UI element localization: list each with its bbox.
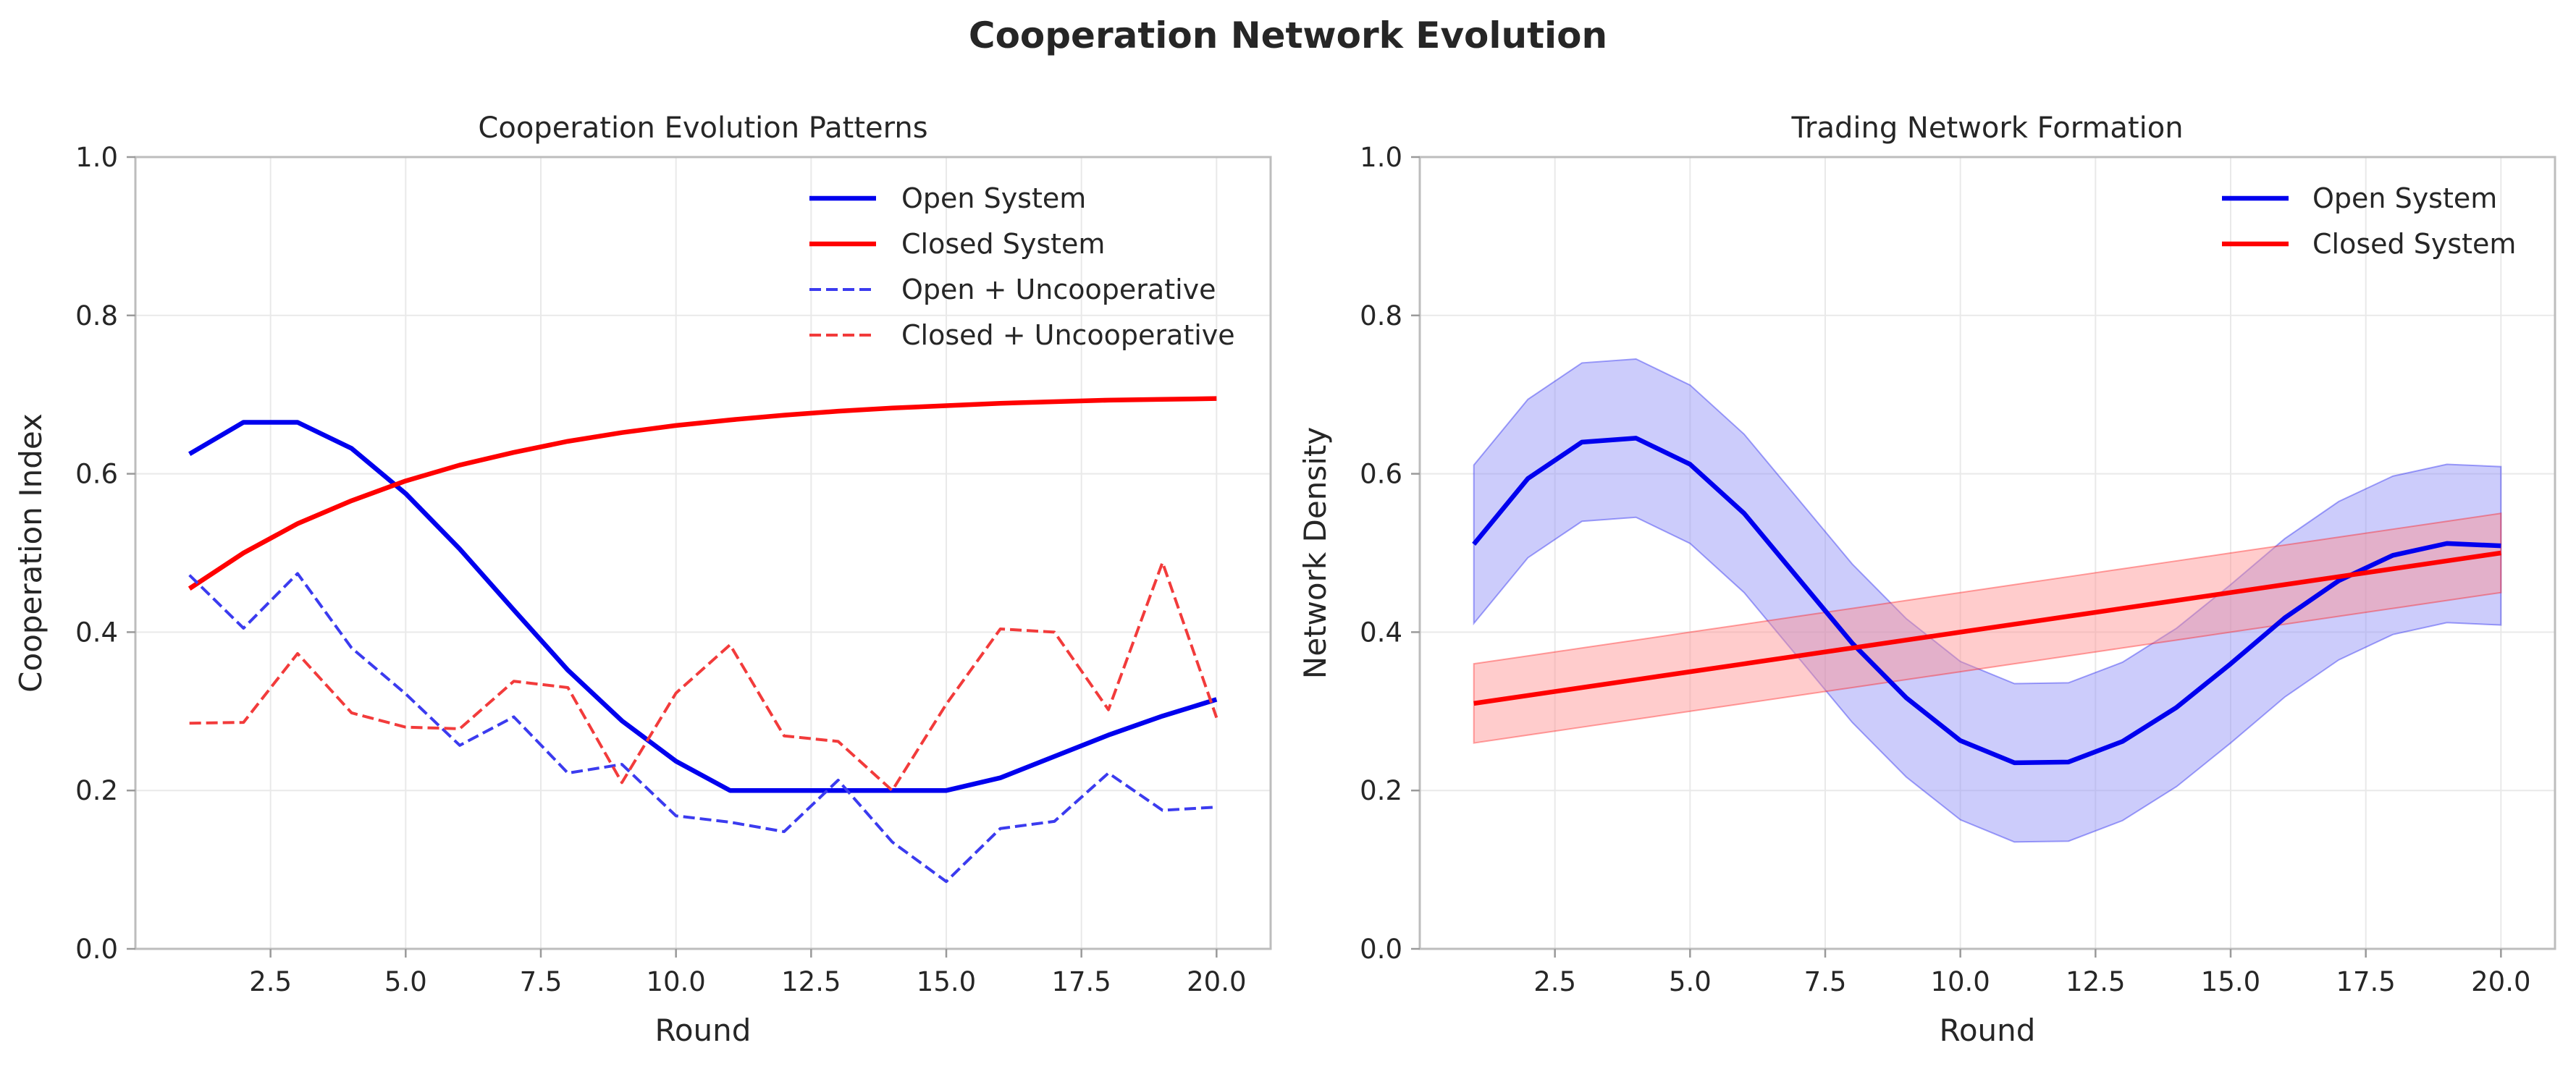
x-tick-label: 10.0 (1930, 966, 1990, 997)
series-line-open-system (1472, 436, 2501, 766)
y-tick-label: 1.0 (1360, 142, 1402, 173)
y-tick-label: 0.4 (75, 617, 118, 648)
y-tick-label: 0.0 (1360, 934, 1402, 965)
series-line-open-system (188, 420, 1218, 793)
y-tick-label: 0.4 (1360, 617, 1402, 648)
x-tick-label: 12.5 (781, 966, 841, 997)
legend-label-closed-system: Closed System (901, 228, 1105, 260)
figure-title: Cooperation Network Evolution (969, 14, 1607, 56)
legend-label-open-system: Open System (2312, 182, 2497, 214)
y-tick-label: 0.6 (75, 459, 118, 490)
x-tick-label: 12.5 (2066, 966, 2125, 997)
legend-label-closed-system: Closed System (2312, 228, 2516, 260)
cooperation-evolution-plot: 2.5 5.0 7.5 10.0 12.5 15.0 17.5 20.0 0.0 0.2 0.4 0.… (13, 111, 1272, 1048)
plot-frame (1418, 156, 2556, 950)
y-tick-label: 0.2 (75, 775, 118, 806)
legend-label-open-uncooperative: Open + Uncooperative (901, 274, 1216, 305)
y-tick-label: 0.0 (75, 934, 118, 965)
axes-title: Trading Network Formation (1790, 111, 2183, 145)
x-tick-label: 20.0 (2471, 966, 2530, 997)
series-line-closed-uncooperative (189, 561, 1218, 793)
axes-title: Cooperation Evolution Patterns (478, 111, 927, 145)
x-tick-label: 7.5 (520, 966, 563, 997)
plot-frame (134, 156, 1272, 950)
y-axis-label: Network Density (1297, 427, 1333, 679)
y-axis-label: Cooperation Index (13, 413, 49, 693)
x-tick-label: 17.5 (2336, 966, 2395, 997)
x-tick-label: 20.0 (1187, 966, 1246, 997)
legend: Open System Closed System Open + Uncoopera… (809, 182, 1235, 351)
legend-label-open-system: Open System (901, 182, 1086, 214)
y-tick-label: 0.8 (75, 300, 118, 331)
x-tick-label: 5.0 (1669, 966, 1712, 997)
y-tick-label: 0.8 (1360, 300, 1402, 331)
trading-network-plot: 2.5 5.0 7.5 10.0 12.5 15.0 17.5 20.0 0.0 0.2 0.4 0.… (1297, 111, 2556, 1048)
y-tick-label: 0.2 (1360, 775, 1402, 806)
x-axis-label: Round (655, 1013, 752, 1048)
y-tick-label: 1.0 (75, 142, 118, 173)
legend-label-closed-uncooperative: Closed + Uncooperative (901, 319, 1235, 351)
series-line-closed-system (188, 396, 1217, 591)
x-axis-label: Round (1940, 1013, 2036, 1048)
x-tick-label: 7.5 (1804, 966, 1847, 997)
confidence-band-open-system (1473, 358, 2502, 843)
legend: Open System Closed System (2222, 182, 2516, 260)
x-tick-label: 5.0 (384, 966, 427, 997)
y-tick-label: 0.6 (1360, 459, 1402, 490)
x-tick-label: 17.5 (1051, 966, 1111, 997)
x-tick-label: 2.5 (249, 966, 292, 997)
series-line-closed-system (1473, 550, 2501, 706)
x-tick-label: 15.0 (2201, 966, 2260, 997)
x-tick-label: 2.5 (1533, 966, 1576, 997)
series-line-open-uncooperative (188, 572, 1217, 884)
x-tick-label: 15.0 (917, 966, 976, 997)
x-tick-label: 10.0 (646, 966, 705, 997)
